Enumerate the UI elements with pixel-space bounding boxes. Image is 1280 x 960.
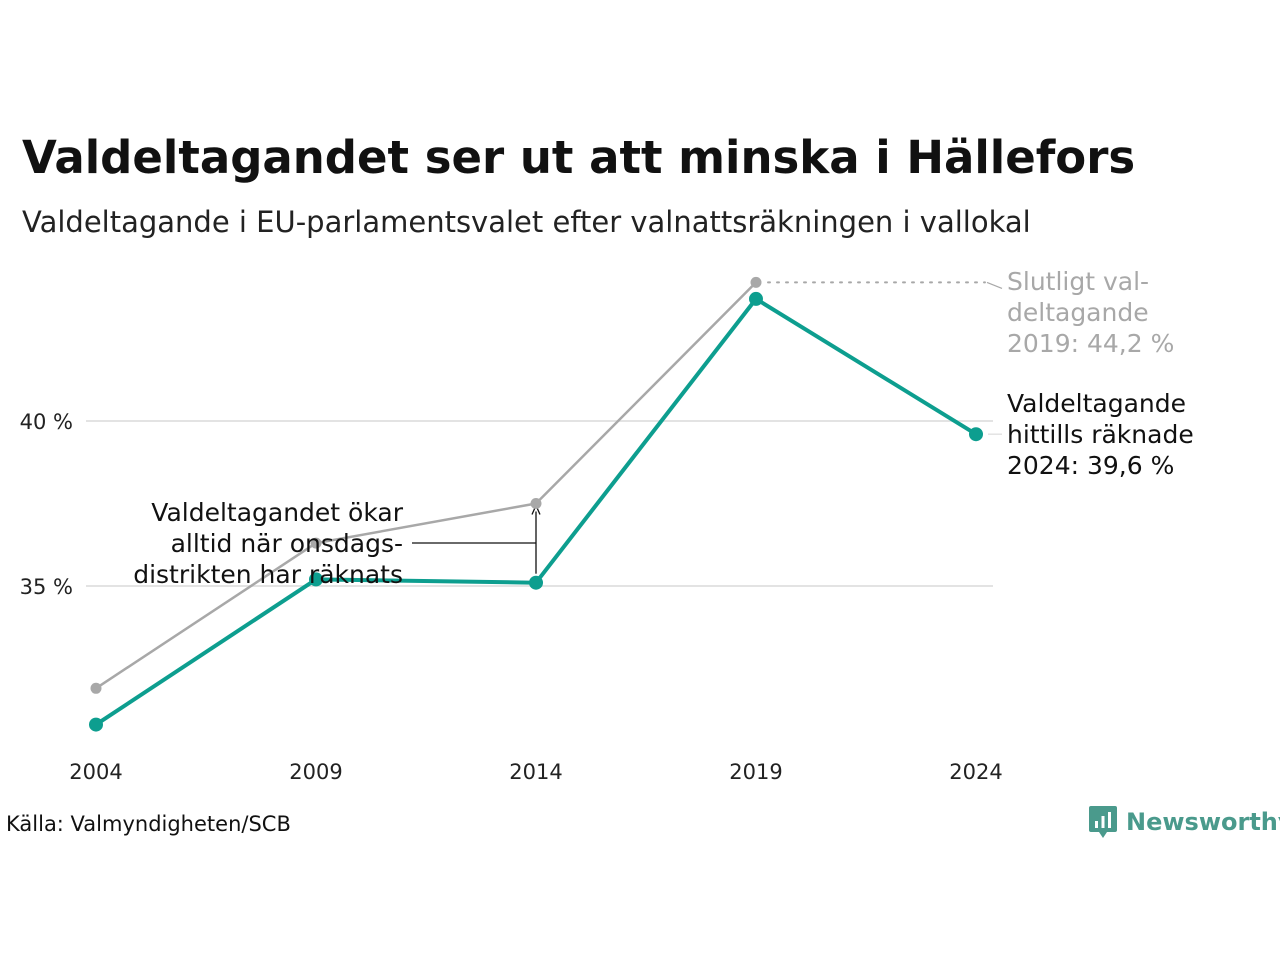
chart-title: Valdeltagandet ser ut att minska i Hälle… xyxy=(22,131,1136,184)
annotation-leader-final-tip xyxy=(986,281,1003,289)
y-tick-label: 35 % xyxy=(20,575,73,599)
series-point-preliminary xyxy=(89,717,103,732)
x-tick-label: 2014 xyxy=(509,760,562,784)
annotation-final-label: deltagande xyxy=(1007,298,1149,327)
newsworthy-logo-icon xyxy=(1089,806,1117,838)
annotation-current-label: Valdeltagande xyxy=(1007,389,1186,418)
series-point-final xyxy=(310,537,322,549)
series-line-final xyxy=(94,281,758,690)
brand: Newsworthy xyxy=(1088,804,1280,840)
annotation-current-label: hittills räknade xyxy=(1007,420,1194,449)
series xyxy=(89,276,983,732)
annotation-final-label: 2019: 44,2 % xyxy=(1007,329,1174,358)
series-point-preliminary xyxy=(969,427,983,442)
series-point-final xyxy=(90,682,102,694)
annotation-lines xyxy=(412,281,1003,574)
chart-subtitle: Valdeltagande i EU-parlamentsvalet efter… xyxy=(22,205,1031,239)
annotation-note-label: distrikten har räknats xyxy=(133,560,403,589)
series-point-final xyxy=(750,276,762,288)
x-tick-label: 2024 xyxy=(949,760,1002,784)
series-point-final xyxy=(530,498,542,509)
annotation-note-label: alltid när onsdags- xyxy=(171,529,403,558)
brand-name: Newsworthy xyxy=(1126,808,1280,836)
x-tick-label: 2009 xyxy=(289,760,342,784)
annotation-final-label: Slutligt val- xyxy=(1007,267,1149,296)
x-tick-label: 2004 xyxy=(69,760,122,784)
y-tick-label: 40 % xyxy=(20,410,73,434)
series-point-preliminary xyxy=(309,572,323,587)
x-axis-ticks: 2004 2009 2014 2019 2024 xyxy=(69,760,1002,784)
series-point-preliminary xyxy=(749,291,763,306)
annotation-note-label: Valdeltagandet ökar xyxy=(151,498,403,527)
y-axis-ticks: 35 % 40 % xyxy=(20,410,73,599)
x-tick-label: 2019 xyxy=(729,760,782,784)
source-note: Källa: Valmyndigheten/SCB xyxy=(6,812,291,836)
annotation-current-label: 2024: 39,6 % xyxy=(1007,451,1174,480)
series-point-preliminary xyxy=(529,575,543,590)
